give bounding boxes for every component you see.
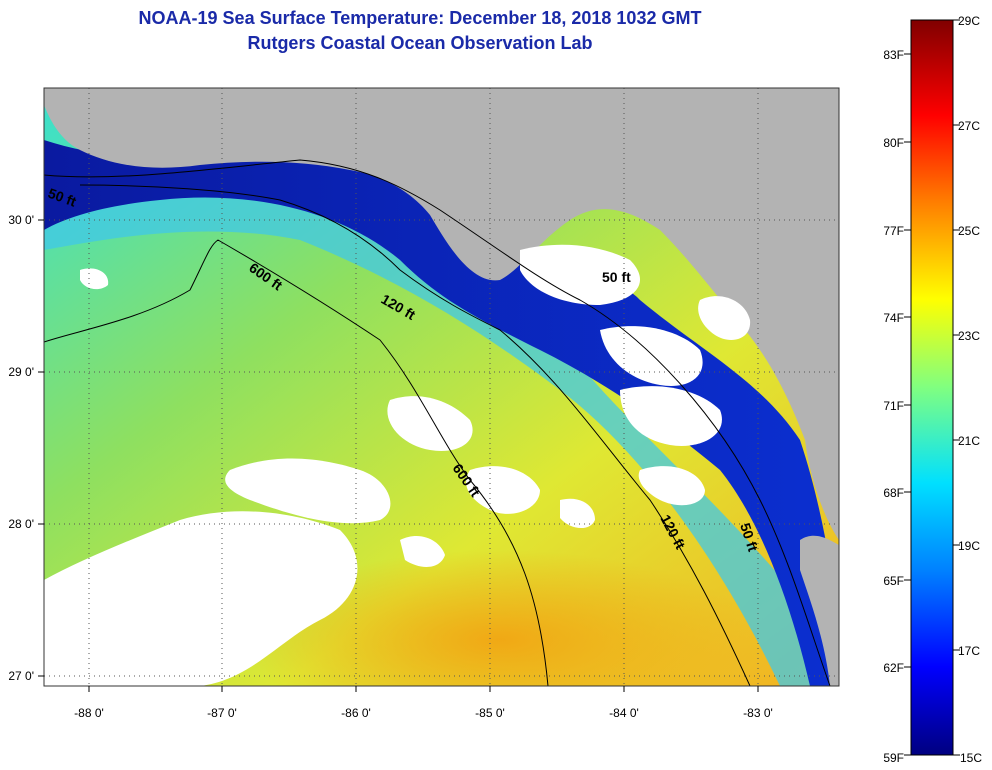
x-tick-label: -85 0' — [475, 706, 505, 720]
y-tick-label: 29 0' — [8, 365, 34, 379]
cloud-cover — [44, 244, 751, 686]
y-tick-label: 27 0' — [8, 669, 34, 683]
tick-marks — [38, 219, 759, 692]
land-mass-south — [800, 535, 839, 686]
contour-label: 50 ft — [602, 269, 631, 285]
title-line-2: Rutgers Coastal Ocean Observation Lab — [247, 33, 593, 53]
x-tick-label: -87 0' — [207, 706, 237, 720]
x-tick-label: -88 0' — [74, 706, 104, 720]
y-tick-label: 30 0' — [8, 213, 34, 227]
bathymetry-contours — [44, 159, 831, 686]
x-tick-label: -86 0' — [341, 706, 371, 720]
x-tick-label: -83 0' — [743, 706, 773, 720]
land-mass — [44, 88, 839, 540]
x-tick-label: -84 0' — [609, 706, 639, 720]
map-title: NOAA-19 Sea Surface Temperature: Decembe… — [0, 6, 840, 56]
warm-water-area — [240, 550, 760, 686]
title-line-1: NOAA-19 Sea Surface Temperature: Decembe… — [138, 8, 702, 28]
y-tick-label: 28 0' — [8, 517, 34, 531]
map-frame — [43, 87, 840, 687]
